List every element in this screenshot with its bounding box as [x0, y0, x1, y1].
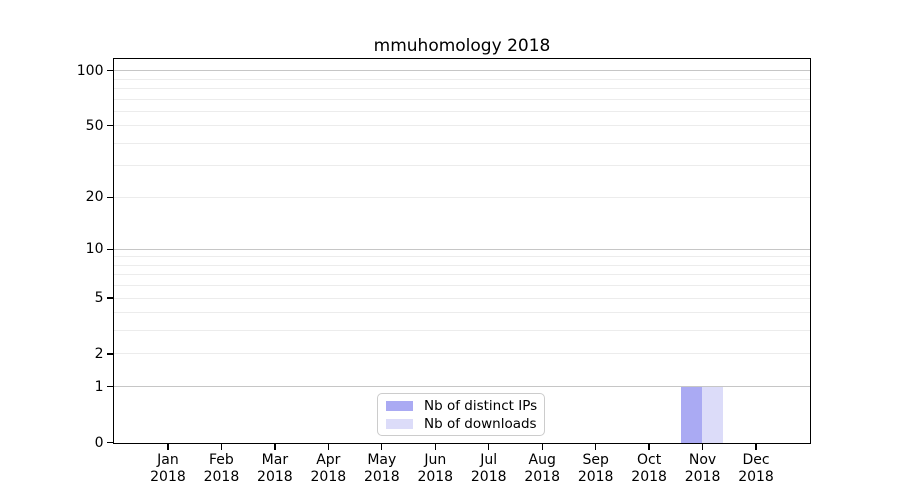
month-label: Jul — [480, 451, 498, 468]
month-label: Apr — [316, 451, 341, 468]
minor-gridline — [114, 196, 810, 198]
x-axis-tick — [327, 444, 329, 450]
y-axis-tick-label: 100 — [76, 62, 104, 79]
y-axis-tick — [106, 196, 113, 198]
y-axis-tick — [106, 248, 113, 250]
x-axis-tick-label: May 2018 — [350, 452, 414, 486]
month-label: Jun — [424, 451, 447, 468]
x-axis-tick-label: Aug 2018 — [510, 452, 574, 486]
plot-area — [113, 58, 811, 444]
year-label: 2018 — [470, 468, 507, 485]
year-label: 2018 — [577, 468, 614, 485]
year-label: 2018 — [684, 468, 721, 485]
minor-gridline — [114, 312, 810, 314]
minor-gridline — [114, 165, 810, 167]
year-label: 2018 — [257, 468, 293, 485]
bar-downloads — [702, 387, 724, 443]
year-label: 2018 — [310, 468, 347, 485]
legend-entry-downloads: Nb of downloads — [386, 415, 537, 432]
minor-gridline — [114, 256, 810, 258]
month-label: Feb — [209, 451, 234, 468]
month-label: Oct — [637, 451, 662, 468]
year-label: 2018 — [363, 468, 400, 485]
legend-entry-distinct-ips: Nb of distinct IPs — [386, 397, 538, 414]
month-label: Dec — [742, 451, 770, 468]
month-label: Mar — [261, 451, 289, 468]
year-label: 2018 — [738, 468, 774, 485]
y-axis-tick-label: 10 — [85, 241, 104, 258]
minor-gridline — [114, 78, 810, 80]
y-axis-tick-label: 0 — [94, 434, 104, 451]
year-label: 2018 — [203, 468, 240, 485]
x-axis-tick — [755, 444, 757, 450]
legend-label-distinct-ips: Nb of distinct IPs — [424, 397, 538, 414]
x-axis-tick-label: Feb 2018 — [189, 452, 253, 486]
month-label: Jan — [157, 451, 179, 468]
x-axis-tick-label: Apr 2018 — [296, 452, 360, 486]
y-axis-tick-label: 1 — [94, 378, 104, 395]
x-axis-tick-label: Nov 2018 — [671, 452, 735, 486]
x-axis-tick — [488, 444, 490, 450]
x-axis-tick — [381, 444, 383, 450]
x-axis-tick — [648, 444, 650, 450]
year-label: 2018 — [524, 468, 560, 485]
month-label: Aug — [528, 451, 556, 468]
legend-label-downloads: Nb of downloads — [424, 415, 537, 432]
y-axis-tick-label: 2 — [94, 345, 104, 362]
legend-swatch-distinct-ips-icon — [386, 400, 413, 411]
y-axis-tick-label: 20 — [85, 189, 104, 206]
major-gridline — [114, 248, 810, 250]
x-axis-tick-label: Mar 2018 — [243, 452, 307, 486]
y-axis-tick — [106, 386, 113, 388]
y-axis-tick — [106, 70, 113, 72]
minor-gridline — [114, 297, 810, 299]
minor-gridline — [114, 285, 810, 287]
minor-gridline — [114, 110, 810, 112]
major-gridline — [114, 70, 810, 72]
y-axis-tick-label: 5 — [94, 290, 104, 307]
x-axis-tick — [220, 444, 223, 450]
x-axis-tick-label: Jul 2018 — [457, 452, 521, 486]
minor-gridline — [114, 142, 810, 144]
x-axis-tick-label: Jun 2018 — [403, 452, 467, 486]
x-axis-tick-label: Jan 2018 — [136, 452, 200, 486]
x-axis-tick — [701, 444, 704, 450]
x-axis-tick — [541, 444, 543, 450]
minor-gridline — [114, 330, 810, 332]
year-label: 2018 — [417, 468, 454, 485]
x-axis-tick-label: Oct 2018 — [617, 452, 681, 486]
major-gridline — [114, 386, 810, 388]
year-label: 2018 — [631, 468, 667, 485]
y-axis-tick — [106, 297, 113, 299]
x-axis-tick-label: Sep 2018 — [564, 452, 628, 486]
legend-swatch-downloads-icon — [386, 418, 413, 429]
minor-gridline — [114, 98, 810, 100]
y-axis-tick — [106, 441, 113, 444]
year-label: 2018 — [150, 468, 186, 485]
y-axis-tick — [106, 125, 113, 127]
minor-gridline — [114, 264, 810, 266]
month-label: Nov — [688, 451, 717, 468]
minor-gridline — [114, 87, 810, 89]
month-label: May — [367, 451, 397, 468]
x-axis-tick — [274, 444, 276, 450]
legend: Nb of distinct IPs Nb of downloads — [377, 393, 545, 436]
bar-distinct-ips — [680, 387, 703, 443]
month-label: Sep — [582, 451, 609, 468]
chart-title: mmuhomology 2018 — [373, 36, 551, 56]
minor-gridline — [114, 274, 810, 276]
x-axis-tick — [167, 444, 169, 450]
y-axis-tick — [106, 353, 113, 355]
x-axis-tick — [595, 444, 597, 450]
minor-gridline — [114, 125, 810, 127]
minor-gridline — [114, 353, 810, 355]
x-axis-tick — [434, 444, 436, 450]
x-axis-tick-label: Dec 2018 — [724, 452, 788, 486]
y-axis-tick-label: 50 — [85, 117, 104, 134]
